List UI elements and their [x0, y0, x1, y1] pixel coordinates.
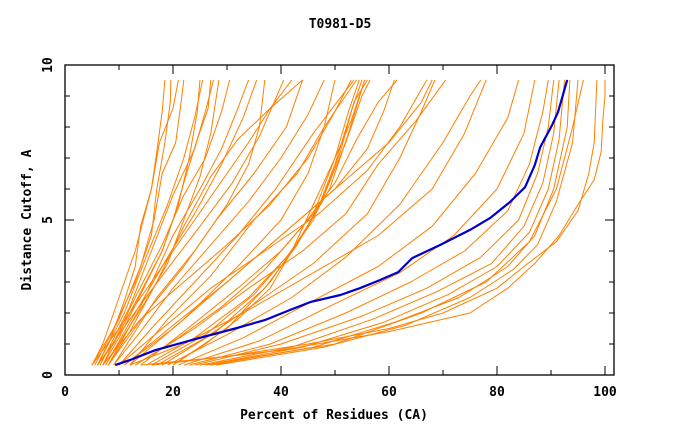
- series-line: [140, 79, 598, 366]
- highlight-layer: [114, 79, 569, 367]
- series-line: [178, 79, 520, 366]
- series-line: [97, 79, 212, 366]
- series-line: [102, 79, 231, 366]
- series-line: [172, 79, 366, 366]
- x-axis-label: Percent of Residues (CA): [240, 408, 428, 423]
- y-tick-label: 0: [41, 371, 56, 379]
- x-tick-label: 0: [61, 385, 69, 400]
- highlight-series-line: [114, 79, 569, 367]
- series-line: [107, 79, 303, 366]
- series-line: [124, 79, 395, 366]
- x-tick-label: 40: [273, 385, 289, 400]
- x-tick-label: 20: [165, 385, 181, 400]
- series-line: [96, 79, 179, 366]
- y-tick-labels: 0 5 10: [41, 57, 56, 379]
- chart-title: T0981-D5: [309, 17, 372, 32]
- series-line: [105, 79, 220, 366]
- series-layer: [91, 79, 606, 366]
- series-line: [105, 79, 258, 366]
- series-line: [189, 79, 549, 366]
- series-line: [156, 79, 436, 366]
- series-line: [210, 79, 571, 366]
- series-line: [205, 79, 565, 366]
- series-line: [151, 79, 606, 366]
- series-line: [107, 79, 250, 366]
- y-tick-label: 10: [41, 57, 56, 73]
- series-line: [129, 79, 336, 366]
- x-tick-label: 60: [381, 385, 397, 400]
- plot-frame: [64, 64, 615, 376]
- series-line: [99, 79, 214, 366]
- series-line: [118, 79, 428, 366]
- series-line: [91, 79, 166, 366]
- series-line: [91, 79, 293, 366]
- series-line: [96, 79, 285, 366]
- series-line: [183, 79, 536, 366]
- series-line: [113, 79, 325, 366]
- x-tick-label: 80: [489, 385, 505, 400]
- x-tick-label: 100: [593, 385, 617, 400]
- y-tick-label: 5: [41, 216, 56, 224]
- series-line: [94, 79, 185, 366]
- x-tick-labels: 0 20 40 60 80 100: [61, 385, 617, 400]
- series-line: [113, 79, 266, 366]
- series-line: [118, 79, 355, 366]
- series-line: [194, 79, 555, 366]
- series-line: [102, 79, 352, 366]
- series-line: [172, 79, 366, 366]
- series-line: [134, 79, 398, 366]
- series-line: [134, 79, 447, 366]
- y-ticks: [65, 64, 614, 376]
- series-line: [140, 79, 360, 366]
- series-line: [199, 79, 560, 366]
- x-ticks: [64, 65, 606, 375]
- y-axis-label: Distance Cutoff, A: [20, 149, 35, 290]
- series-line: [91, 79, 172, 366]
- series-line: [205, 79, 584, 366]
- series-line: [96, 79, 204, 366]
- series-line: [216, 79, 579, 366]
